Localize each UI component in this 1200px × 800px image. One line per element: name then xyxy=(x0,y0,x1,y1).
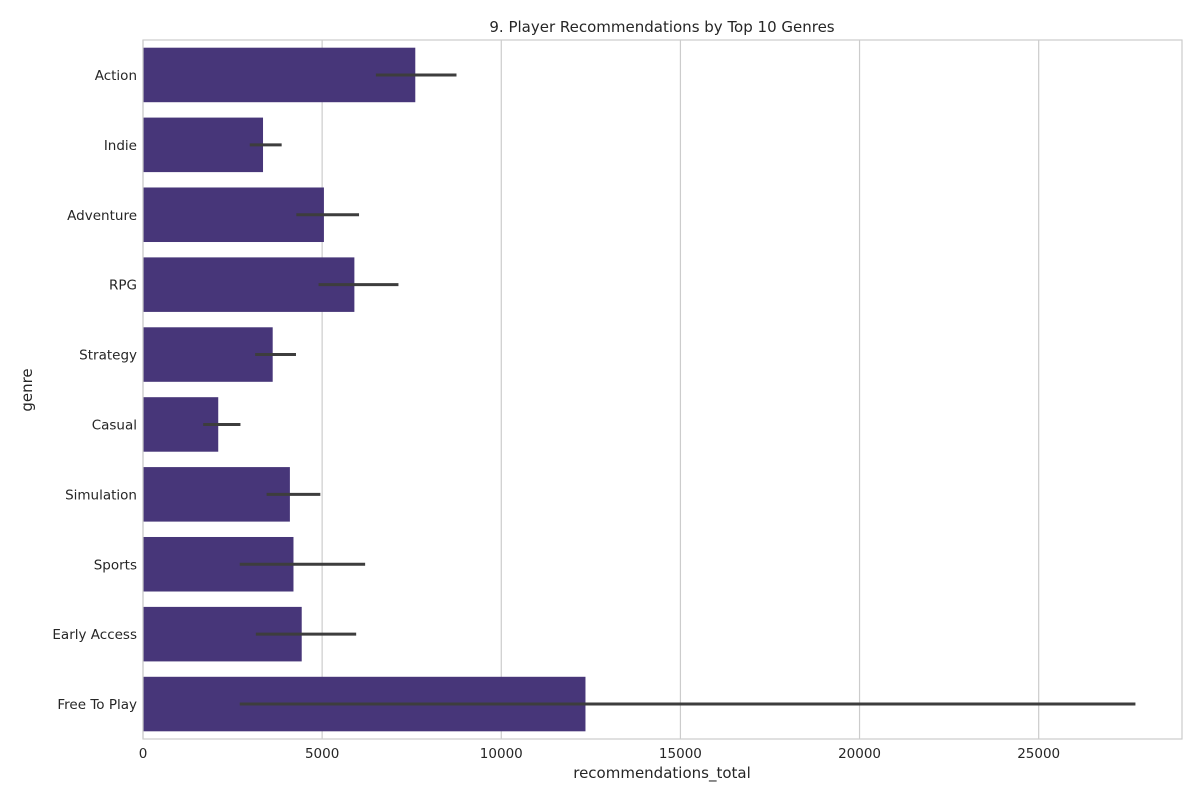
y-tick-label: Action xyxy=(95,68,137,84)
y-tick-label: Casual xyxy=(92,417,137,433)
y-tick-label: Early Access xyxy=(52,627,137,643)
bar-layer xyxy=(143,47,586,732)
x-tick-label: 0 xyxy=(139,746,148,762)
plot-frame xyxy=(142,39,1183,740)
x-tick-label: 20000 xyxy=(838,746,881,762)
y-axis-label: genre xyxy=(18,368,36,411)
y-tick-label: Indie xyxy=(104,138,137,154)
bar-action xyxy=(143,47,416,103)
x-tick-label: 25000 xyxy=(1017,746,1060,762)
tick-layer: 0 5000 10000 15000 20000 25000 Action Indie Adve… xyxy=(52,68,1060,762)
y-tick-label: Adventure xyxy=(67,208,137,224)
error-bar-layer xyxy=(203,73,1136,706)
y-tick-label: RPG xyxy=(109,278,137,294)
bar-simulation xyxy=(143,467,290,522)
y-tick-label: Free To Play xyxy=(57,697,137,713)
y-tick-label: Sports xyxy=(94,557,137,573)
bar-strategy xyxy=(143,327,273,382)
x-tick-label: 10000 xyxy=(480,746,523,762)
chart-title: 9. Player Recommendations by Top 10 Genr… xyxy=(489,18,834,36)
x-tick-label: 5000 xyxy=(305,746,339,762)
x-tick-label: 15000 xyxy=(659,746,702,762)
y-tick-label: Simulation xyxy=(65,487,137,503)
y-tick-label: Strategy xyxy=(79,348,137,364)
bar-adventure xyxy=(143,187,324,243)
x-axis-label: recommendations_total xyxy=(573,764,751,783)
bar-indie xyxy=(143,117,264,173)
